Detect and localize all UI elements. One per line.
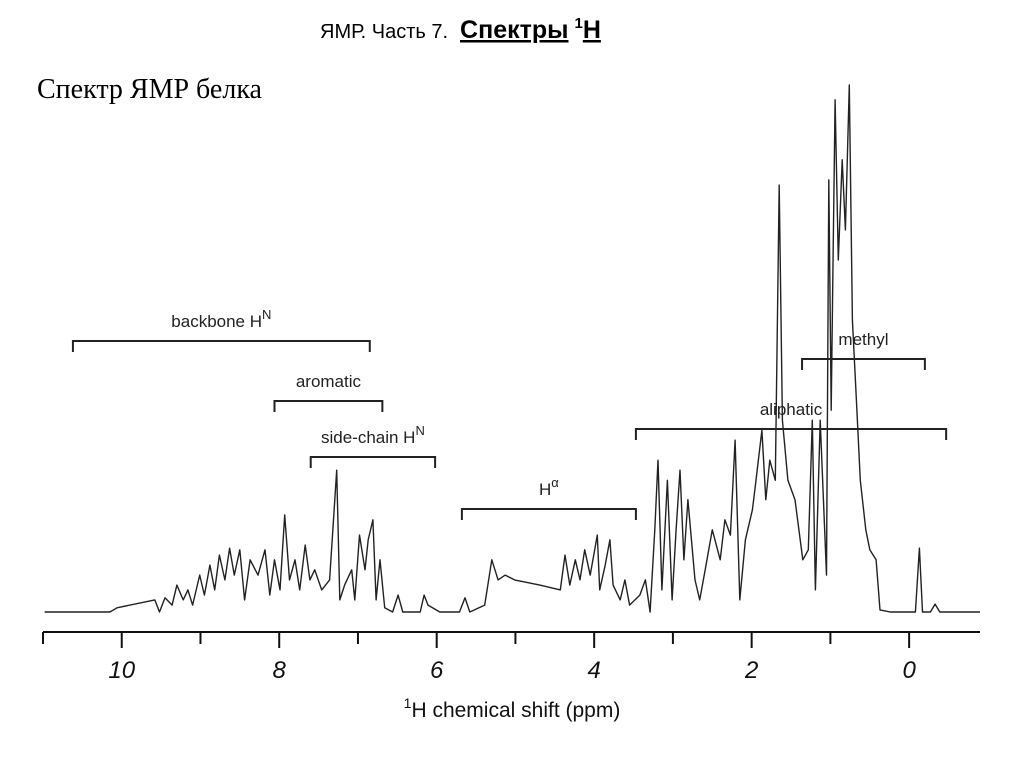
- region-label: aliphatic: [760, 400, 823, 419]
- region-bracket: [273, 400, 384, 412]
- x-tick-label: 8: [273, 657, 287, 684]
- region-label-sup: α: [551, 475, 559, 490]
- x-tick-label: 2: [744, 657, 758, 684]
- region-label-sup: N: [262, 307, 271, 322]
- region-label: methyl: [838, 330, 888, 349]
- title-text: ЯМР. Часть 7.: [320, 21, 448, 43]
- x-tick-label: 0: [902, 657, 916, 684]
- spectrum-line: [44, 84, 980, 613]
- region-label-text: side-chain H: [321, 428, 416, 447]
- region-bracket: [460, 508, 637, 520]
- region-bracket: [801, 358, 926, 370]
- region-label-text: H: [539, 480, 551, 499]
- x-tick-label: 10: [108, 657, 135, 684]
- x-tick-label: 6: [430, 657, 444, 684]
- region-bracket: [634, 428, 948, 440]
- x-axis-label-sup: 1: [404, 695, 412, 711]
- title-sup: 1: [574, 15, 582, 32]
- region-bracket: [71, 340, 371, 352]
- region-label-text: aliphatic: [760, 400, 823, 419]
- region-label-text: aromatic: [296, 372, 362, 391]
- region-label: Hα: [539, 475, 559, 499]
- region-label: aromatic: [296, 372, 362, 391]
- x-tick-label: 4: [587, 657, 600, 684]
- title-bold: Спектры: [460, 16, 568, 44]
- subtitle: Спектр ЯМР белка: [37, 74, 263, 105]
- region-label-text: methyl: [838, 330, 888, 349]
- region-label-sup: N: [415, 423, 424, 438]
- region-label: backbone HN: [171, 307, 271, 331]
- region-label: side-chain HN: [321, 423, 425, 447]
- region-label-text: backbone H: [171, 312, 262, 331]
- x-axis-label: 1H chemical shift (ppm): [404, 695, 621, 722]
- title-end: H: [583, 16, 601, 44]
- slide-title: ЯМР. Часть 7. Спектры 1H: [320, 15, 601, 44]
- region-bracket: [309, 456, 437, 468]
- x-axis-label-text: H chemical shift (ppm): [411, 699, 620, 722]
